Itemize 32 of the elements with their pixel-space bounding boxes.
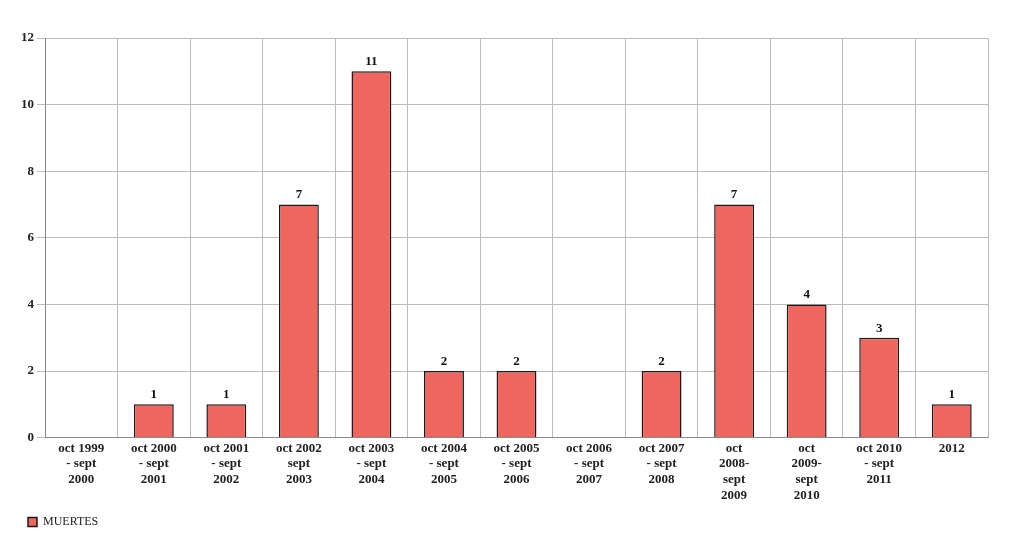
x-tick-label: oct 2006 - sept 2007	[566, 439, 613, 486]
x-tick-label: oct 2000 - sept 2001	[130, 439, 177, 486]
x-tick-label: oct 2004 - sept 2005	[421, 439, 468, 486]
x-tick-label: oct 2002 sept 2003	[275, 439, 322, 486]
x-tick-label: oct 2008- sept 2009	[718, 439, 750, 502]
legend-label: MUERTES	[43, 514, 99, 529]
data-label: 1	[948, 386, 955, 402]
data-label: 3	[875, 319, 883, 335]
x-tick-label: oct 1999 - sept 2000	[58, 439, 105, 486]
y-tick-label: 0	[27, 428, 34, 444]
data-label: 1	[150, 386, 158, 402]
x-tick-label: oct 2003 - sept 2004	[348, 439, 395, 486]
x-tick-label: oct 2009- sept 2010	[791, 439, 822, 502]
y-tick-label: 6	[27, 229, 35, 245]
data-label: 11	[365, 53, 378, 69]
data-label: 7	[730, 186, 738, 202]
x-tick-label: oct 2007 - sept 2008	[638, 439, 685, 486]
data-label: 2	[440, 352, 448, 368]
y-tick-label: 10	[21, 95, 34, 111]
x-tick-label: oct 2001 - sept 2002	[203, 439, 250, 486]
data-label: 4	[803, 286, 811, 302]
data-label: 2	[513, 352, 520, 368]
y-tick-label: 2	[27, 362, 34, 378]
y-tick-label: 8	[27, 162, 35, 178]
data-label: 2	[658, 352, 665, 368]
y-tick-label: 4	[27, 295, 35, 311]
y-tick-label: 12	[21, 29, 34, 45]
x-tick-label: 2012	[938, 439, 965, 455]
data-label: 7	[295, 186, 303, 202]
data-label: 1	[223, 386, 230, 402]
x-tick-label: oct 2005 - sept 2006	[493, 439, 540, 486]
x-tick-label: oct 2010 - sept 2011	[856, 439, 903, 486]
